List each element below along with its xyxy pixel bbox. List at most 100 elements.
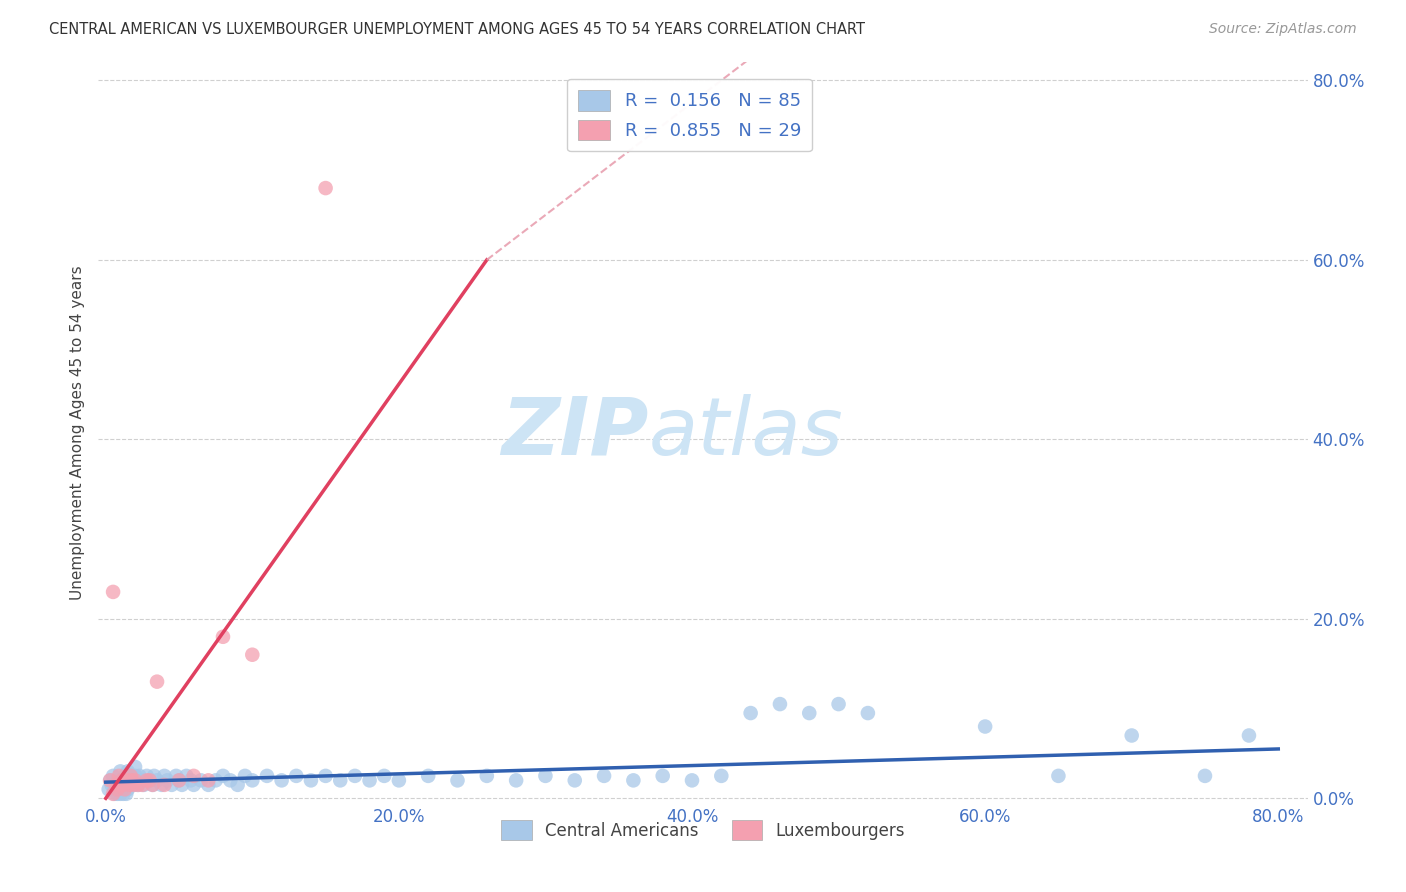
Point <box>167 773 190 788</box>
Point <box>112 778 135 792</box>
Point <box>153 778 176 792</box>
Point <box>799 706 821 720</box>
Point <box>180 773 202 788</box>
Point <box>122 778 145 792</box>
Point <box>110 778 132 792</box>
Text: CENTRAL AMERICAN VS LUXEMBOURGER UNEMPLOYMENT AMONG AGES 45 TO 54 YEARS CORRELAT: CENTRAL AMERICAN VS LUXEMBOURGER UNEMPLO… <box>49 22 865 37</box>
Point <box>142 778 165 792</box>
Point <box>153 769 176 783</box>
Point <box>475 769 498 783</box>
Point <box>110 773 132 788</box>
Point <box>165 769 187 783</box>
Point <box>124 773 146 788</box>
Point <box>146 674 169 689</box>
Point <box>135 773 157 788</box>
Point <box>621 773 644 788</box>
Point <box>270 773 292 788</box>
Point <box>197 773 219 788</box>
Point <box>107 787 129 801</box>
Point <box>107 778 129 792</box>
Point <box>110 764 132 779</box>
Point <box>142 778 165 792</box>
Point <box>564 773 586 788</box>
Point <box>138 773 160 788</box>
Point <box>373 769 395 783</box>
Point <box>98 773 121 788</box>
Point <box>117 782 139 797</box>
Point <box>315 769 337 783</box>
Point <box>121 773 143 788</box>
Point <box>108 769 131 783</box>
Point <box>212 769 235 783</box>
Point <box>131 778 153 792</box>
Point <box>197 778 219 792</box>
Point <box>359 773 381 788</box>
Point <box>176 769 198 783</box>
Point <box>651 769 673 783</box>
Point <box>170 778 193 792</box>
Point <box>856 706 879 720</box>
Point <box>114 769 136 783</box>
Point <box>135 769 157 783</box>
Point <box>131 773 153 788</box>
Point <box>103 782 125 797</box>
Point <box>120 769 142 783</box>
Point <box>108 782 131 797</box>
Point <box>212 630 235 644</box>
Point <box>107 782 129 797</box>
Point <box>101 787 124 801</box>
Text: atlas: atlas <box>648 393 844 472</box>
Point <box>100 778 122 792</box>
Point <box>681 773 703 788</box>
Point <box>299 773 322 788</box>
Point <box>127 778 149 792</box>
Point <box>150 778 173 792</box>
Point <box>740 706 762 720</box>
Point <box>256 769 278 783</box>
Point <box>769 697 792 711</box>
Point <box>593 769 616 783</box>
Point <box>146 773 169 788</box>
Point <box>117 773 139 788</box>
Point <box>124 769 146 783</box>
Point <box>120 769 142 783</box>
Text: Source: ZipAtlas.com: Source: ZipAtlas.com <box>1209 22 1357 37</box>
Y-axis label: Unemployment Among Ages 45 to 54 years: Unemployment Among Ages 45 to 54 years <box>69 265 84 600</box>
Point <box>183 778 205 792</box>
Point <box>446 773 468 788</box>
Point <box>1237 729 1260 743</box>
Point <box>160 778 183 792</box>
Point <box>97 782 120 797</box>
Point <box>190 773 212 788</box>
Point <box>118 778 141 792</box>
Point <box>1047 769 1070 783</box>
Text: ZIP: ZIP <box>501 393 648 472</box>
Point <box>534 769 557 783</box>
Point <box>827 697 849 711</box>
Point <box>115 773 138 788</box>
Point <box>110 787 132 801</box>
Point <box>128 769 150 783</box>
Point <box>124 760 146 774</box>
Point <box>226 778 249 792</box>
Point <box>167 773 190 788</box>
Point <box>156 773 179 788</box>
Point <box>115 787 138 801</box>
Point <box>138 773 160 788</box>
Point <box>121 773 143 788</box>
Point <box>240 773 263 788</box>
Point <box>240 648 263 662</box>
Point <box>117 764 139 779</box>
Point <box>114 782 136 797</box>
Point <box>98 773 121 788</box>
Point <box>233 769 256 783</box>
Point <box>127 778 149 792</box>
Point <box>388 773 411 788</box>
Point <box>112 787 135 801</box>
Point <box>343 769 366 783</box>
Point <box>105 773 128 788</box>
Point <box>112 778 135 792</box>
Point <box>125 773 148 788</box>
Point <box>183 769 205 783</box>
Point <box>285 769 308 783</box>
